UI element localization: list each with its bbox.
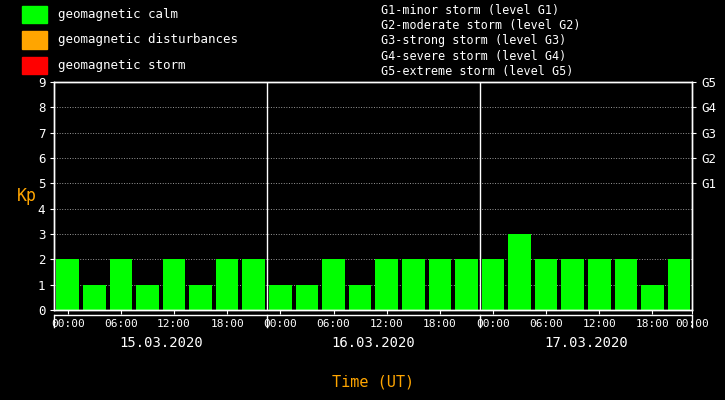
Text: G1-minor storm (level G1): G1-minor storm (level G1) xyxy=(381,4,559,17)
Bar xyxy=(455,259,478,310)
Bar xyxy=(428,259,451,310)
Text: 16.03.2020: 16.03.2020 xyxy=(331,336,415,350)
Bar xyxy=(109,259,132,310)
Bar xyxy=(136,285,159,310)
Bar xyxy=(162,259,186,310)
Bar xyxy=(57,259,79,310)
Text: geomagnetic disturbances: geomagnetic disturbances xyxy=(58,34,238,46)
Bar xyxy=(615,259,637,310)
Text: geomagnetic calm: geomagnetic calm xyxy=(58,8,178,21)
Bar xyxy=(189,285,212,310)
Text: G2-moderate storm (level G2): G2-moderate storm (level G2) xyxy=(381,19,580,32)
Bar xyxy=(216,259,239,310)
Bar xyxy=(322,259,345,310)
Text: G4-severe storm (level G4): G4-severe storm (level G4) xyxy=(381,50,566,63)
Bar xyxy=(349,285,371,310)
Bar xyxy=(588,259,610,310)
Bar xyxy=(22,6,47,23)
Bar xyxy=(296,285,318,310)
Bar xyxy=(508,234,531,310)
Bar xyxy=(22,57,47,74)
Text: Time (UT): Time (UT) xyxy=(332,374,415,390)
Bar xyxy=(402,259,425,310)
Bar xyxy=(668,259,690,310)
Bar xyxy=(535,259,558,310)
Text: G3-strong storm (level G3): G3-strong storm (level G3) xyxy=(381,34,566,47)
Text: 15.03.2020: 15.03.2020 xyxy=(119,336,202,350)
Text: G5-extreme storm (level G5): G5-extreme storm (level G5) xyxy=(381,65,573,78)
Text: geomagnetic storm: geomagnetic storm xyxy=(58,59,186,72)
Bar xyxy=(22,31,47,49)
Bar xyxy=(481,259,505,310)
Bar xyxy=(269,285,291,310)
Text: 17.03.2020: 17.03.2020 xyxy=(544,336,628,350)
Bar xyxy=(561,259,584,310)
Bar xyxy=(376,259,398,310)
Y-axis label: Kp: Kp xyxy=(17,187,37,205)
Bar xyxy=(83,285,106,310)
Bar xyxy=(641,285,664,310)
Bar xyxy=(242,259,265,310)
